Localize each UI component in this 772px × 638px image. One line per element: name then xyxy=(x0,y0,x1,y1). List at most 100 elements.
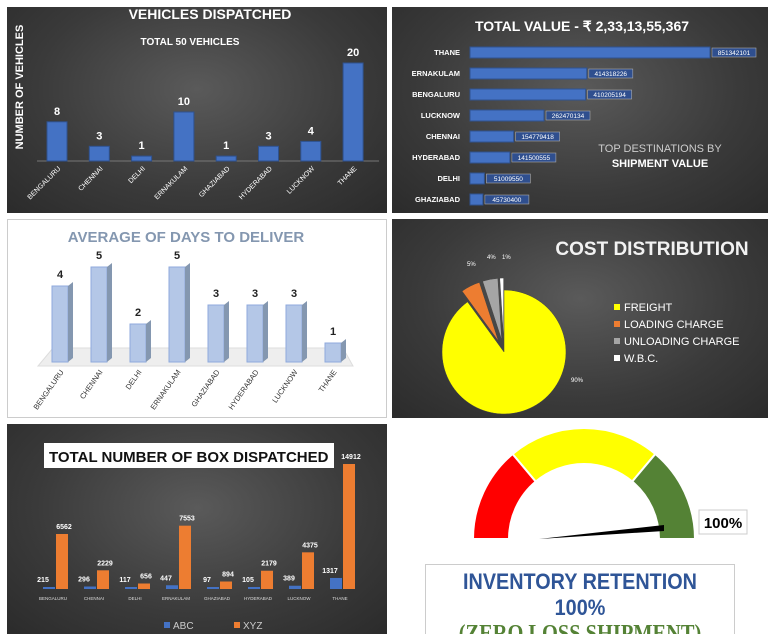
data-label: 10 xyxy=(178,96,190,108)
legend-swatch xyxy=(614,304,620,310)
data-label: 1317 xyxy=(322,568,338,575)
data-label: 90% xyxy=(571,378,584,384)
bar-thane xyxy=(342,62,364,162)
legend-label: ABC xyxy=(173,621,194,632)
legend-label: FREIGHT xyxy=(624,302,673,314)
y-tick-label: THANE xyxy=(434,48,460,57)
data-label: 414318226 xyxy=(595,71,628,78)
data-label: 20 xyxy=(347,47,359,59)
bar-side xyxy=(146,320,151,362)
bar-hyderabad xyxy=(258,145,279,162)
bar-ernakulam xyxy=(469,67,588,80)
bar-ghaziabad xyxy=(469,193,484,206)
y-tick-label: DELHI xyxy=(438,174,461,183)
x-tick-label: ERNAKULAM xyxy=(154,165,190,201)
x-tick-label: CHENNAI xyxy=(77,165,104,192)
data-label: 262470134 xyxy=(552,113,585,120)
data-label: 389 xyxy=(283,576,295,583)
bar-lucknow xyxy=(469,109,545,122)
x-tick-label: DELHI xyxy=(127,165,147,185)
x-tick-label: CHENNAI xyxy=(84,596,104,601)
bar-bengaluru xyxy=(46,121,68,162)
data-label: 45730400 xyxy=(492,197,521,204)
chart-subtitle: TOTAL 50 VEHICLES xyxy=(141,37,240,48)
bar-bengaluru xyxy=(51,285,69,363)
cost-distribution-chart: COST DISTRIBUTION 90% 5% 4% 1% FREIGHT LOADING… xyxy=(392,219,768,418)
data-label: 6562 xyxy=(56,524,72,531)
data-label: 296 xyxy=(78,577,90,584)
data-label: 3 xyxy=(265,130,271,142)
data-label: 2179 xyxy=(261,561,277,568)
bar-abc-chennai xyxy=(84,586,96,589)
bar-xyz-ghaziabad xyxy=(220,581,232,589)
bar-ernakulam xyxy=(173,111,195,162)
pie-slice-loading-charge xyxy=(461,282,499,342)
bar-hyderabad xyxy=(246,304,264,363)
data-label: 656 xyxy=(140,574,152,581)
data-label: 2229 xyxy=(97,560,113,567)
data-label: 1 xyxy=(139,140,145,152)
bar-side xyxy=(107,263,112,362)
data-label: 447 xyxy=(160,575,172,582)
data-label-box xyxy=(486,173,531,184)
data-label: 8 xyxy=(54,106,60,118)
data-label: 141500555 xyxy=(518,155,551,162)
days-to-deliver-chart: AVERAGE OF DAYS TO DELIVER 4 BENGALURU 5 CHE… xyxy=(7,219,387,418)
legend-label: LOADING CHARGE xyxy=(624,319,724,331)
bar-abc-hyderabad xyxy=(248,587,260,589)
x-tick-label: DELHI xyxy=(128,596,141,601)
data-label: 4375 xyxy=(302,542,318,549)
y-tick-label: BENGALURU xyxy=(412,90,460,99)
retention-line2: (ZERO LOSS SHIPMENT) xyxy=(458,621,702,634)
x-tick-label: CHENNAI xyxy=(78,368,105,401)
gauge-needle xyxy=(539,525,664,539)
gauge-segment xyxy=(630,452,697,540)
data-label-box xyxy=(515,131,560,142)
data-label-box xyxy=(511,152,557,163)
x-tick-label: HYDERABAD xyxy=(226,368,260,412)
annotation-line1: TOP DESTINATIONS BY xyxy=(598,143,722,155)
y-tick-label: GHAZIABAD xyxy=(415,195,461,204)
bar-side xyxy=(341,339,346,362)
x-tick-label: THANE xyxy=(337,165,359,187)
legend-swatch xyxy=(234,622,240,628)
y-tick-label: ERNAKULAM xyxy=(412,69,460,78)
x-tick-label: ERNAKULAM xyxy=(162,596,190,601)
data-label: 14912 xyxy=(341,454,361,461)
data-label: 894 xyxy=(222,572,234,579)
x-tick-label: THANE xyxy=(332,596,347,601)
data-label: 5% xyxy=(467,262,476,268)
legend-label: XYZ xyxy=(243,621,262,632)
bar-xyz-bengaluru xyxy=(56,533,68,589)
x-tick-label: THANE xyxy=(317,368,339,394)
gauge-value-box xyxy=(698,509,748,535)
x-tick-label: GHAZIABAD xyxy=(189,368,222,409)
legend-label: W.B.C. xyxy=(624,353,658,365)
data-label: 2 xyxy=(135,307,141,319)
bar-delhi xyxy=(129,323,147,363)
data-label-box xyxy=(484,194,530,205)
bar-side xyxy=(302,301,307,362)
bar-side xyxy=(263,301,268,362)
bar-xyz-thane xyxy=(343,464,355,589)
bar-lucknow xyxy=(285,304,303,363)
bar-abc-thane xyxy=(330,577,342,589)
bar-lucknow xyxy=(300,140,322,162)
data-label: 3 xyxy=(291,288,297,300)
data-label: 97 xyxy=(203,577,211,584)
y-tick-label: HYDERABAD xyxy=(412,153,461,162)
x-tick-label: LUCKNOW xyxy=(287,596,311,601)
data-label: 3 xyxy=(252,288,258,300)
data-label: 51009550 xyxy=(494,176,523,183)
vehicles-dispatched-chart: VEHICLES DISPATCHED TOTAL 50 VEHICLES NUMB… xyxy=(7,7,387,213)
x-tick-label: BENGALURU xyxy=(27,165,63,201)
bar-bengaluru xyxy=(469,88,587,101)
x-tick-label: HYDERABAD xyxy=(244,596,273,601)
x-tick-label: LUCKNOW xyxy=(286,165,317,196)
bar-abc-bengaluru xyxy=(43,587,55,589)
data-label: 4 xyxy=(57,269,64,281)
data-label-box xyxy=(545,110,591,121)
data-label: 154779418 xyxy=(521,134,554,141)
data-label: 3 xyxy=(96,130,102,142)
inventory-gauge-panel: 100% INVENTORY RETENTION 100% (ZERO LOSS… xyxy=(392,424,768,634)
